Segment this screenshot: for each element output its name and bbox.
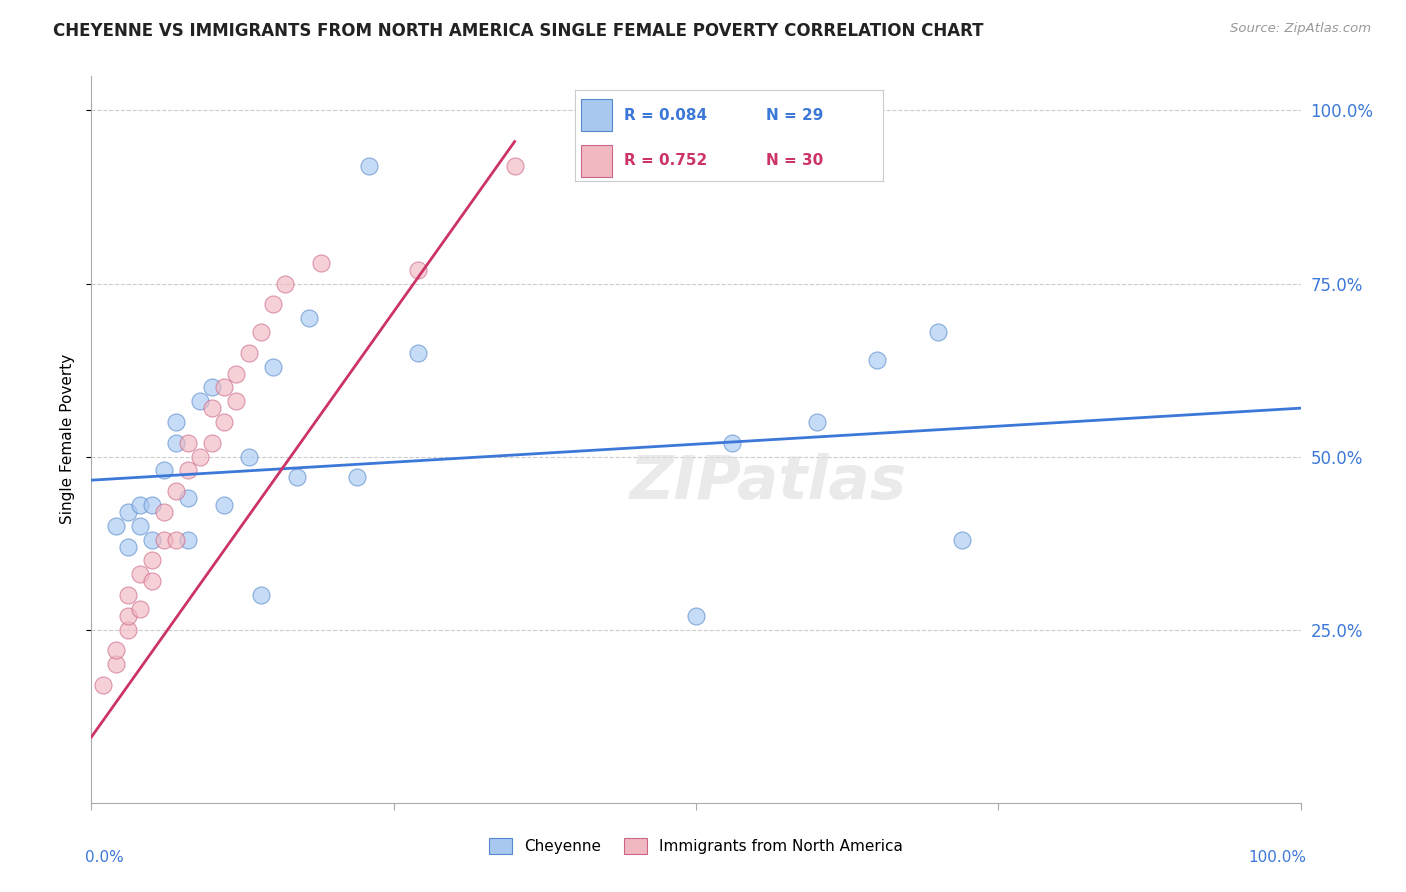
Point xyxy=(117,540,139,554)
Point xyxy=(238,345,260,359)
Point xyxy=(214,415,236,429)
Point xyxy=(141,574,163,589)
Point xyxy=(806,415,828,429)
Point xyxy=(128,498,150,512)
Point xyxy=(165,435,187,450)
Point xyxy=(117,623,139,637)
Text: 100.0%: 100.0% xyxy=(1249,850,1306,865)
Point xyxy=(177,533,200,547)
Point xyxy=(406,262,429,277)
Point xyxy=(359,159,381,173)
Point xyxy=(298,311,321,326)
Point xyxy=(188,450,211,464)
Point xyxy=(309,256,332,270)
Point xyxy=(165,533,187,547)
Point xyxy=(177,435,200,450)
Point xyxy=(153,505,176,519)
Point xyxy=(225,367,247,381)
Text: 0.0%: 0.0% xyxy=(86,850,124,865)
Point xyxy=(188,394,211,409)
Text: ZIPatlas: ZIPatlas xyxy=(630,453,907,512)
Point xyxy=(153,463,176,477)
Point xyxy=(721,435,744,450)
Point xyxy=(128,602,150,616)
Legend: Cheyenne, Immigrants from North America: Cheyenne, Immigrants from North America xyxy=(482,832,910,861)
Point xyxy=(285,470,308,484)
Point xyxy=(177,463,200,477)
Point xyxy=(93,678,115,692)
Point xyxy=(950,533,973,547)
Point xyxy=(153,533,176,547)
Point xyxy=(117,505,139,519)
Point xyxy=(201,435,224,450)
Point xyxy=(685,608,707,623)
Point xyxy=(201,401,224,416)
Point xyxy=(214,498,236,512)
Point xyxy=(117,608,139,623)
Point xyxy=(262,297,284,311)
Point xyxy=(104,657,127,672)
Point xyxy=(117,588,139,602)
Point xyxy=(104,519,127,533)
Point xyxy=(249,325,271,339)
Point xyxy=(262,359,284,374)
Point xyxy=(274,277,297,291)
Point xyxy=(346,470,368,484)
Point xyxy=(177,491,200,505)
Point xyxy=(165,484,187,499)
Point xyxy=(406,345,429,359)
Point xyxy=(201,380,224,394)
Text: CHEYENNE VS IMMIGRANTS FROM NORTH AMERICA SINGLE FEMALE POVERTY CORRELATION CHAR: CHEYENNE VS IMMIGRANTS FROM NORTH AMERIC… xyxy=(53,22,984,40)
Point xyxy=(866,352,889,367)
Y-axis label: Single Female Poverty: Single Female Poverty xyxy=(60,354,76,524)
Point xyxy=(141,553,163,567)
Point xyxy=(104,643,127,657)
Text: Source: ZipAtlas.com: Source: ZipAtlas.com xyxy=(1230,22,1371,36)
Point xyxy=(503,159,526,173)
Point xyxy=(249,588,271,602)
Point xyxy=(128,519,150,533)
Point xyxy=(214,380,236,394)
Point xyxy=(128,567,150,582)
Point xyxy=(141,533,163,547)
Point xyxy=(141,498,163,512)
Point xyxy=(225,394,247,409)
Point xyxy=(165,415,187,429)
Point xyxy=(927,325,949,339)
Point xyxy=(238,450,260,464)
